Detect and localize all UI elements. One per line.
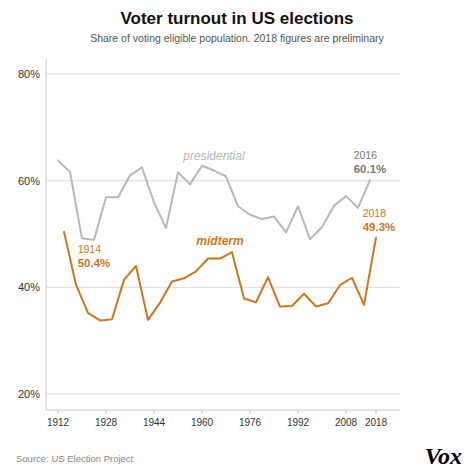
tick-label: 20% (18, 388, 40, 400)
x-axis: 1912 1928 1944 1960 1976 1992 2008 2018 (46, 410, 400, 428)
page: {"chart_data": { "type": "line", "title"… (0, 0, 474, 474)
grid-line (46, 287, 400, 288)
line (64, 232, 376, 321)
axis-line (46, 410, 400, 411)
series-labels: presidential midterm (182, 149, 245, 248)
tick-label: 1992 (287, 417, 310, 428)
line (58, 160, 370, 239)
annotation-value: 50.4% (78, 257, 111, 269)
tick-label: 1944 (143, 417, 166, 428)
tick-mark (346, 410, 347, 414)
tick-label: 2018 (365, 417, 388, 428)
annotation: 1914 50.4% (78, 243, 111, 269)
logo: Vox (425, 443, 462, 469)
annotation-year: 2016 (354, 149, 378, 161)
tick-label: 60% (18, 175, 40, 187)
tick-label: 2008 (335, 417, 358, 428)
y-axis: 20% 40% 60% 80% (18, 58, 400, 410)
tick-label: 80% (18, 68, 40, 80)
source: Source: US Election Project (16, 453, 134, 464)
tick-mark (202, 410, 203, 414)
tick-mark (106, 410, 107, 414)
tick-label: 1976 (239, 417, 262, 428)
tick-label: 1912 (47, 417, 70, 428)
tick-mark (250, 410, 251, 414)
title: Voter turnout in US elections (121, 9, 354, 28)
axis-line (46, 58, 47, 410)
annotations: 1914 50.4% 2016 60.1% 2018 49.3% (78, 149, 396, 269)
annotation: 2016 60.1% (354, 149, 387, 175)
tick-label: 40% (18, 281, 40, 293)
tick-mark (376, 410, 377, 414)
grid-line (46, 74, 400, 75)
tick-mark (298, 410, 299, 414)
tick-mark (154, 410, 155, 414)
annotation-value: 49.3% (363, 221, 396, 233)
grid-line (46, 180, 400, 181)
tick-label: 1928 (95, 417, 118, 428)
grid-line (46, 394, 400, 395)
annotation: 2018 49.3% (363, 207, 396, 233)
chart: Voter turnout in US elections Share of vo… (0, 0, 474, 474)
background (0, 0, 474, 474)
series-label: midterm (196, 234, 244, 248)
subtitle: Share of voting eligible population. 201… (90, 32, 384, 44)
annotation-value: 60.1% (354, 163, 387, 175)
annotation-year: 2018 (363, 207, 387, 219)
tick-label: 1960 (191, 417, 214, 428)
tick-mark (58, 410, 59, 414)
series-label: presidential (182, 149, 245, 163)
annotation-year: 1914 (78, 243, 102, 255)
plot-area (58, 160, 376, 320)
